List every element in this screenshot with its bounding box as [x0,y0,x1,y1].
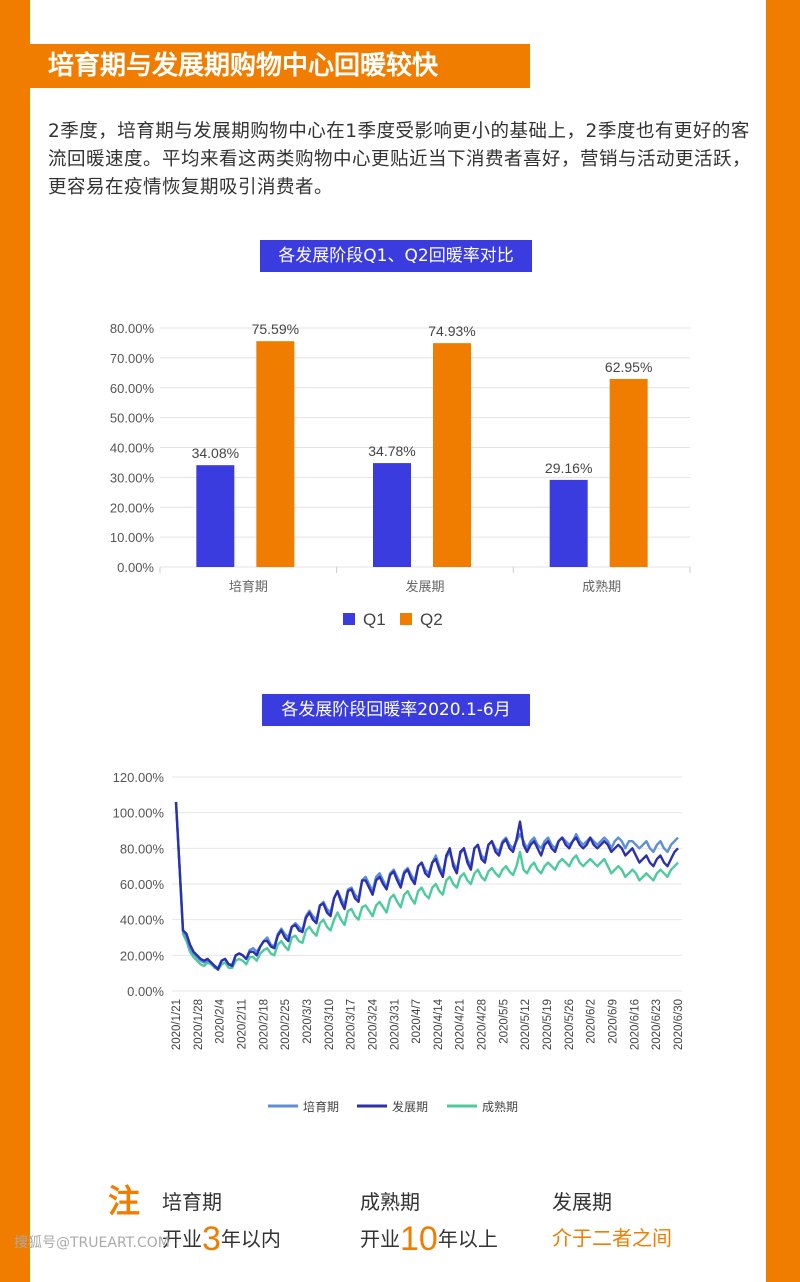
line-chart-title: 各发展阶段回暖率2020.1-6月 [262,694,530,726]
line-x-tick-label: 2020/2/11 [236,999,248,1049]
bar-y-tick-label: 20.00% [110,500,155,515]
note-peiyu-desc: 开业3年以内 [162,1220,281,1259]
bar-q1 [549,479,588,567]
line-x-tick-label: 2020/2/18 [258,999,270,1050]
note-peiyu-num: 3 [202,1220,221,1258]
line-y-tick-label: 20.00% [120,948,165,963]
line-x-tick-label: 2020/3/17 [346,999,358,1050]
bar-y-tick-label: 70.00% [110,351,155,366]
note-chengshu-post: 年以上 [437,1227,498,1251]
line-x-tick-label: 2020/6/2 [586,999,598,1044]
line-x-tick-label: 2020/6/23 [651,999,663,1050]
bar-category-label: 发展期 [405,579,444,595]
line-x-tick-label: 2020/3/31 [389,999,401,1050]
line-x-tick-label: 2020/5/5 [498,999,510,1044]
line-series-fazhan [174,801,679,971]
bar-data-label: 34.08% [192,445,239,461]
legend-q2-swatch [400,613,412,625]
bar-data-label: 34.78% [368,443,415,459]
note-chengshu-pre: 开业 [360,1227,400,1251]
legend-q1-label: Q1 [363,610,386,629]
line-x-tick-label: 2020/4/7 [411,999,423,1044]
line-x-tick-label: 2020/5/26 [564,999,576,1050]
note-chengshu-desc: 开业10年以上 [360,1220,498,1259]
line-series-chengshu [174,801,679,971]
right-orange-border [766,0,800,1282]
note-chengshu-num: 10 [400,1220,438,1258]
note-fazhan-desc: 介于二者之间 [552,1226,672,1250]
bar-data-label: 29.16% [545,460,592,476]
note-peiyu-title: 培育期 [162,1190,222,1214]
note-peiyu-post: 年以内 [220,1227,281,1251]
intro-paragraph: 2季度，培育期与发展期购物中心在1季度受影响更小的基础上，2季度也有更好的客流回… [48,121,752,198]
line-legend-label: 培育期 [303,1099,339,1114]
bar-category-label: 成熟期 [582,579,621,595]
line-x-tick-label: 2020/4/28 [477,999,489,1050]
bar-data-label: 74.93% [428,323,475,339]
legend-q1-swatch [343,613,355,625]
bar-q2 [609,378,648,567]
bar-chart-title: 各发展阶段Q1、Q2回暖率对比 [260,240,532,272]
line-y-tick-label: 120.00% [113,770,165,785]
line-y-tick-label: 80.00% [120,841,165,856]
line-x-tick-label: 2020/5/12 [520,999,532,1050]
line-y-tick-label: 40.00% [120,913,165,928]
note-mark: 注 [108,1182,141,1220]
line-x-tick-label: 2020/6/16 [629,999,641,1050]
line-x-tick-label: 2020/3/24 [367,998,379,1050]
bar-y-tick-label: 40.00% [110,441,155,456]
legend-q2-label: Q2 [420,610,443,629]
line-x-tick-label: 2020/4/14 [433,998,445,1050]
line-y-tick-label: 0.00% [127,984,164,999]
bar-q2 [256,341,295,567]
line-series-peiyu [174,801,679,969]
bar-y-tick-label: 0.00% [117,560,154,575]
bar-q1 [196,465,235,567]
line-x-tick-label: 2020/5/19 [542,999,554,1050]
note-fazhan-title: 发展期 [552,1190,612,1214]
bar-y-tick-label: 50.00% [110,411,155,426]
line-x-tick-label: 2020/2/25 [280,999,292,1050]
line-x-tick-label: 2020/1/21 [171,999,183,1050]
bar-data-label: 75.59% [252,321,299,337]
bar-y-tick-label: 30.00% [110,470,155,485]
line-x-tick-label: 2020/6/9 [608,999,620,1044]
page-title: 培育期与发展期购物中心回暖较快 [30,44,530,88]
left-orange-border [0,0,30,1282]
line-legend-label: 成熟期 [482,1099,518,1114]
line-x-tick-label: 2020/2/4 [215,998,227,1043]
line-x-tick-label: 2020/6/30 [673,999,685,1050]
line-y-tick-label: 100.00% [113,806,165,821]
line-x-tick-label: 2020/1/28 [193,999,205,1050]
line-x-tick-label: 2020/3/3 [302,999,314,1044]
line-x-tick-label: 2020/4/21 [455,999,467,1050]
bar-y-tick-label: 10.00% [110,530,155,545]
note-peiyu-pre: 开业 [162,1227,202,1251]
line-legend-label: 发展期 [392,1099,428,1114]
bar-q1 [373,463,411,567]
line-y-tick-label: 60.00% [120,877,165,892]
bar-y-tick-label: 60.00% [110,381,155,396]
line-x-tick-label: 2020/3/10 [324,999,336,1050]
bar-category-label: 培育期 [229,579,268,595]
watermark: 搜狐号@TRUEART.COM [14,1235,170,1251]
bar-data-label: 62.95% [605,359,652,375]
bar-q2 [433,343,471,567]
bar-y-tick-label: 80.00% [110,321,155,336]
note-chengshu-title: 成熟期 [360,1190,420,1214]
